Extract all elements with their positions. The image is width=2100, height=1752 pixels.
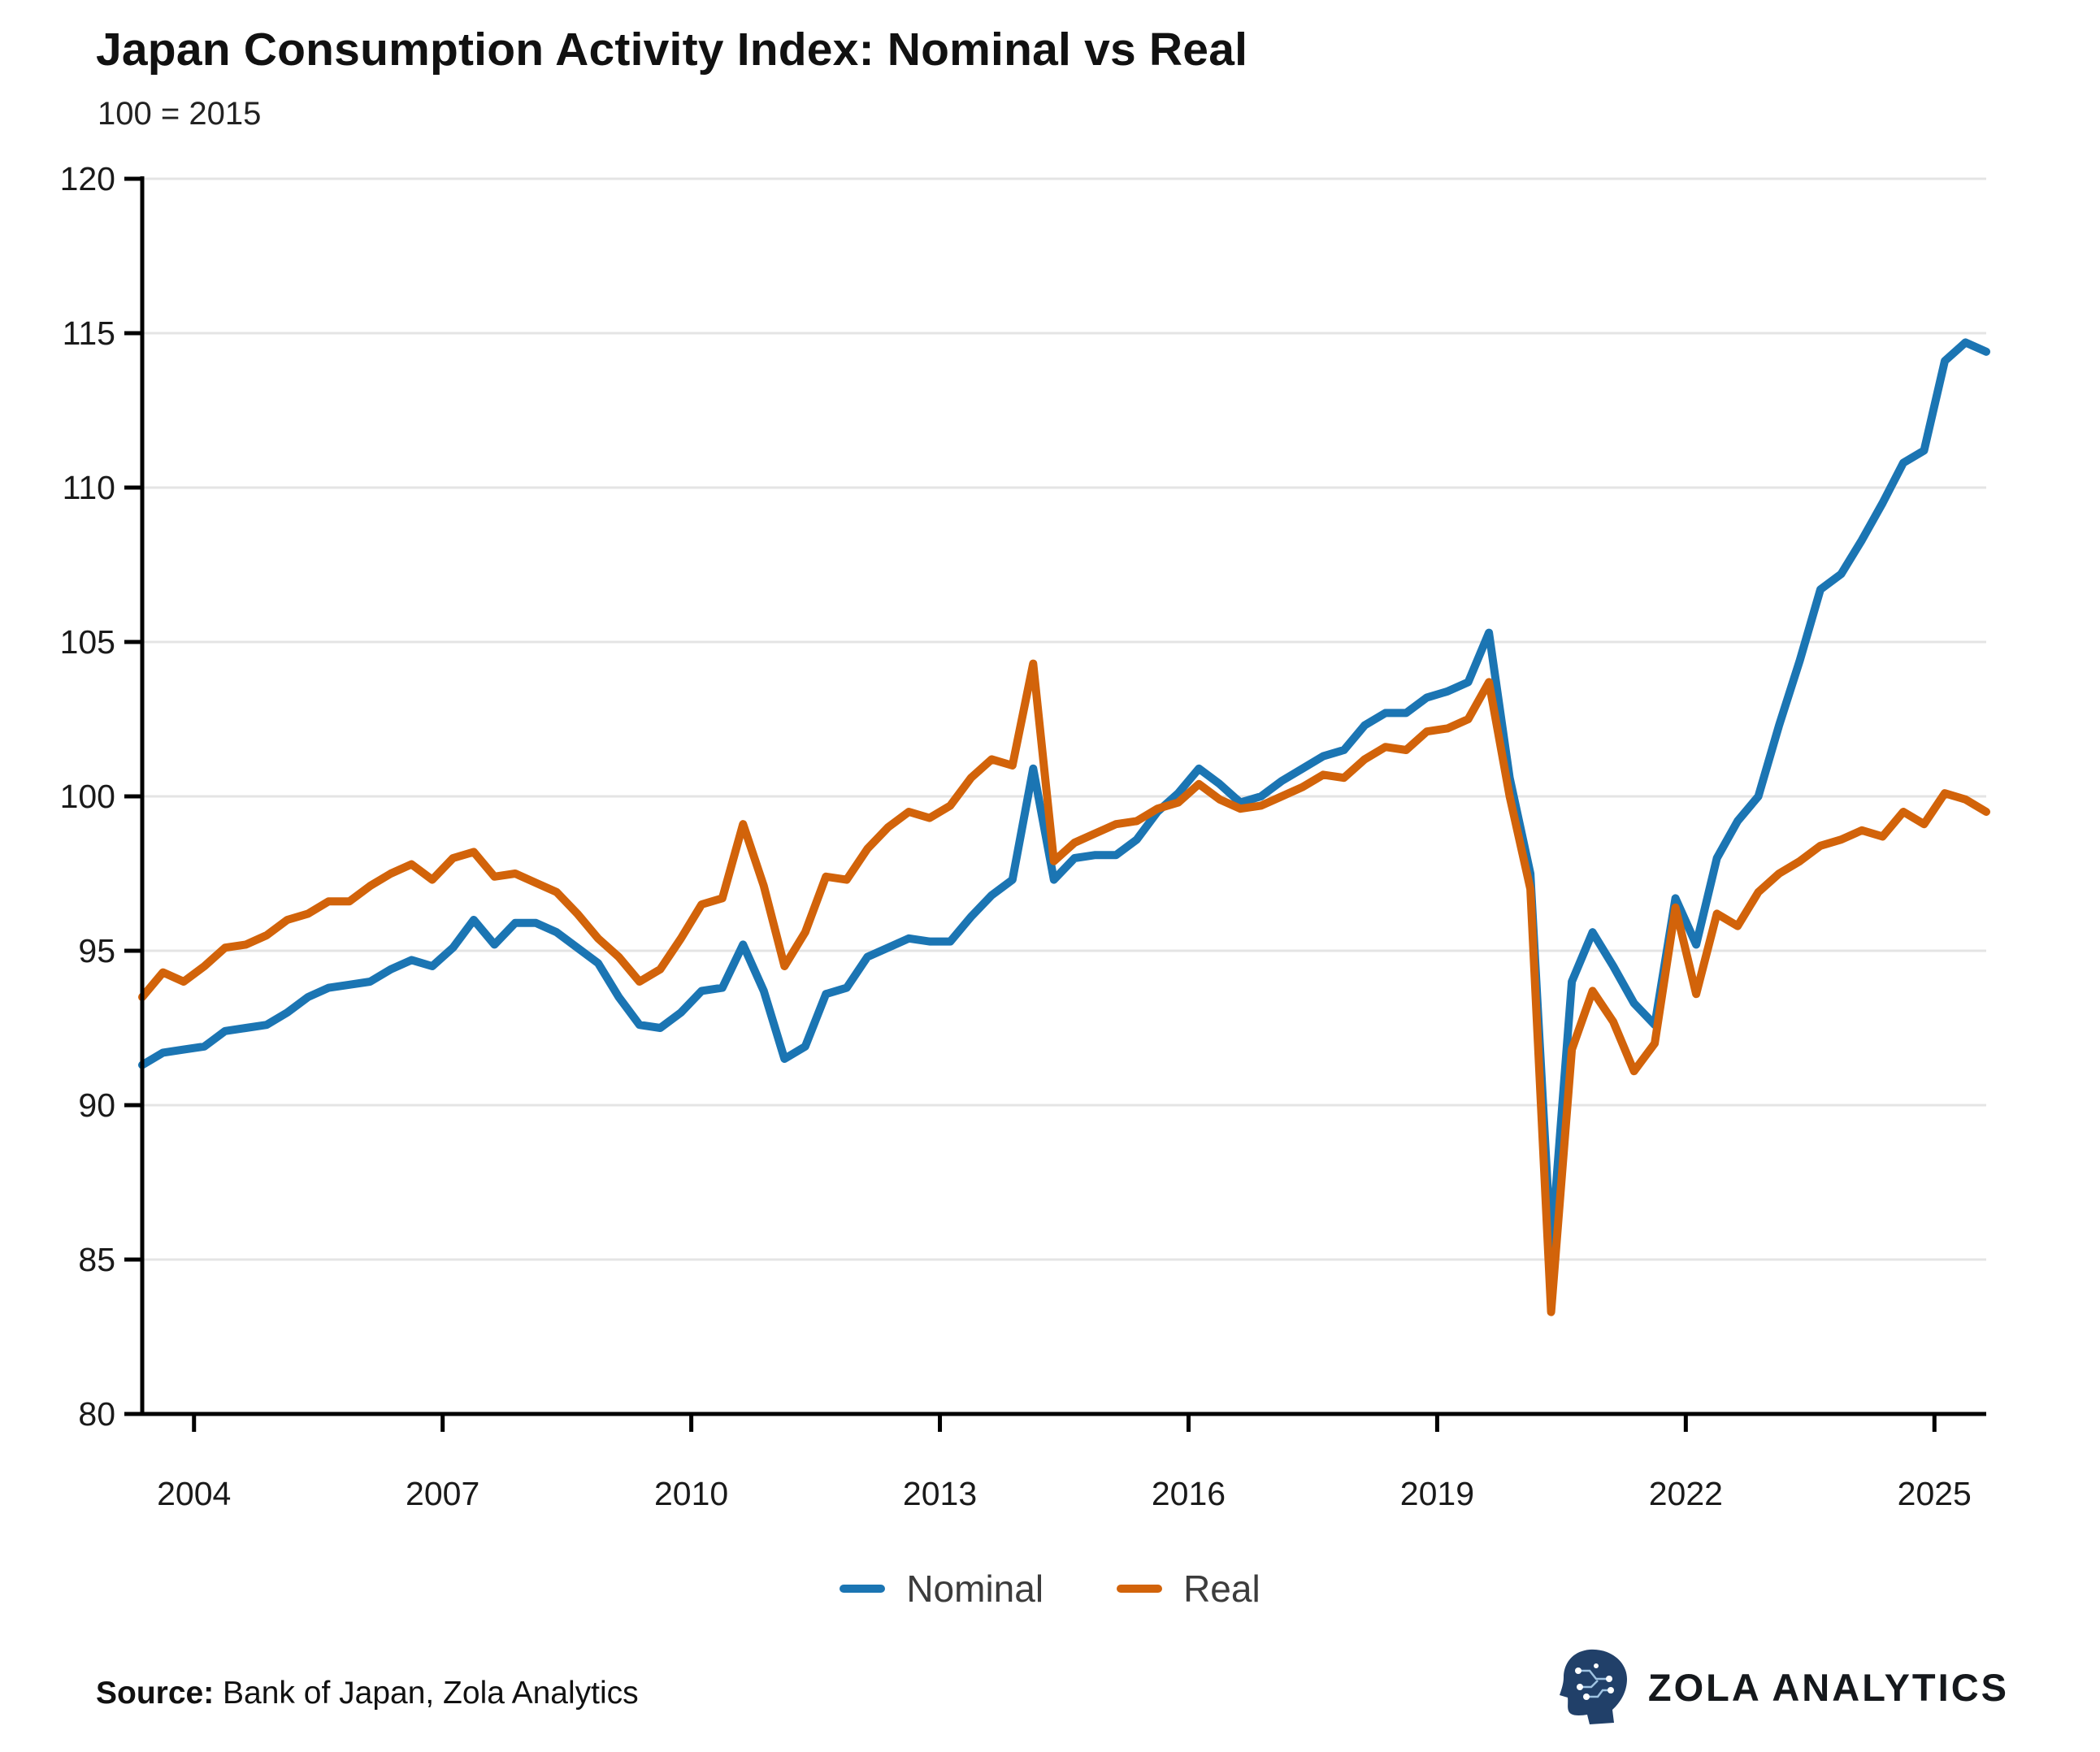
source-note: Source: Bank of Japan, Zola Analytics [96,1676,639,1711]
x-tick-label-2019: 2019 [1400,1475,1474,1512]
y-tick-label-105: 105 [60,623,115,661]
brand-logo: ZOLA ANALYTICS [1559,1648,2009,1726]
page-title: Japan Consumption Activity Index: Nomina… [96,24,1248,76]
x-tick-label-2022: 2022 [1649,1475,1723,1512]
y-tick-label-110: 110 [63,469,115,506]
x-tick-label-2025: 2025 [1898,1475,1972,1512]
x-tick-label-2007: 2007 [406,1475,479,1512]
y-tick-label-80: 80 [78,1395,115,1433]
y-tick-label-85: 85 [78,1241,115,1278]
y-tick-label-95: 95 [78,932,115,969]
legend-label: Real [1183,1568,1260,1610]
source-text: Bank of Japan, Zola Analytics [214,1676,639,1711]
series-line-real [138,659,1990,1316]
y-tick-label-90: 90 [78,1086,115,1124]
source-label: Source: [96,1676,215,1711]
y-tick-label-100: 100 [60,778,115,815]
x-tick-label-2016: 2016 [1152,1475,1226,1512]
nominal-line-swatch-icon [840,1585,886,1593]
legend: Nominal Real [0,1567,2100,1611]
chart-subtitle: 100 = 2015 [98,96,262,132]
x-tick-label-2013: 2013 [903,1475,977,1512]
legend-label: Nominal [906,1568,1044,1610]
real-line-swatch-icon [1117,1585,1163,1593]
legend-item-nominal: Nominal [840,1567,1043,1611]
head-circuit-icon [1559,1649,1627,1724]
x-tick-label-2010: 2010 [654,1475,728,1512]
brand-name: ZOLA ANALYTICS [1647,1665,2009,1709]
y-tick-label-115: 115 [63,314,115,352]
y-tick-label-120: 120 [60,160,115,197]
x-tick-label-2004: 2004 [157,1475,231,1512]
legend-item-real: Real [1117,1567,1260,1611]
